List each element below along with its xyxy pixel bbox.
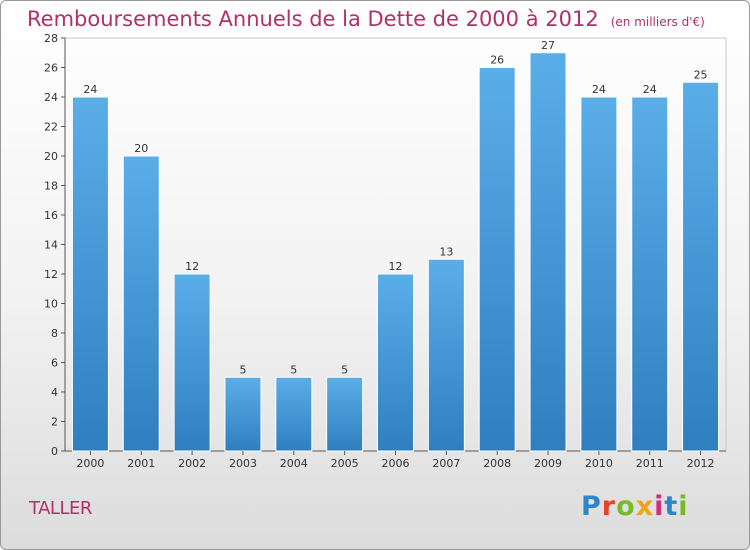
y-tick-label: 18 bbox=[44, 180, 58, 193]
bar-2001[interactable] bbox=[122, 155, 160, 452]
bar-value-label: 24 bbox=[592, 83, 606, 96]
x-tick-label: 2011 bbox=[636, 457, 664, 470]
y-tick-label: 12 bbox=[44, 268, 58, 281]
proxiti-logo[interactable]: Proxiti bbox=[581, 491, 689, 522]
bar-value-label: 5 bbox=[290, 363, 297, 376]
y-tick-label: 26 bbox=[44, 62, 58, 75]
logo-letter: o bbox=[616, 491, 636, 522]
y-tick-label: 22 bbox=[44, 121, 58, 134]
y-tick-label: 14 bbox=[44, 239, 58, 252]
y-tick-label: 28 bbox=[44, 32, 58, 45]
x-tick-label: 2007 bbox=[432, 457, 460, 470]
logo-letter: i bbox=[678, 491, 689, 522]
y-tick-label: 16 bbox=[44, 209, 58, 222]
y-tick-label: 6 bbox=[51, 357, 58, 370]
x-tick-label: 2006 bbox=[382, 457, 410, 470]
x-tick-label: 2009 bbox=[534, 457, 562, 470]
x-tick-label: 2004 bbox=[280, 457, 308, 470]
bar-2011[interactable] bbox=[631, 96, 669, 452]
bars-group: 24 20 12 5 5 5 12 13 26 27 24 24 25 bbox=[71, 39, 720, 452]
x-tick-label: 2012 bbox=[687, 457, 715, 470]
x-tick-label: 2003 bbox=[229, 457, 257, 470]
commune-name: TALLER bbox=[29, 498, 92, 519]
bar-value-label: 5 bbox=[239, 363, 246, 376]
bar-value-label: 24 bbox=[83, 83, 97, 96]
bar-2000[interactable] bbox=[71, 96, 109, 452]
chart-title: Remboursements Annuels de la Dette de 20… bbox=[27, 7, 705, 31]
bar-value-label: 20 bbox=[134, 142, 148, 155]
x-tick-label: 2000 bbox=[76, 457, 104, 470]
y-tick-label: 24 bbox=[44, 91, 58, 104]
y-tick-label: 10 bbox=[44, 298, 58, 311]
bar-2012[interactable] bbox=[682, 81, 720, 452]
bar-2005[interactable] bbox=[326, 376, 364, 452]
bar-value-label: 12 bbox=[389, 260, 403, 273]
bar-2010[interactable] bbox=[580, 96, 618, 452]
y-tick-label: 0 bbox=[51, 445, 58, 458]
y-tick-label: 2 bbox=[51, 416, 58, 429]
logo-letter: x bbox=[635, 491, 655, 522]
logo-letter: P bbox=[581, 491, 602, 522]
x-tick-label: 2005 bbox=[331, 457, 359, 470]
title-text: Remboursements Annuels de la Dette de 20… bbox=[27, 7, 599, 31]
bar-2009[interactable] bbox=[529, 52, 567, 452]
x-tick-label: 2002 bbox=[178, 457, 206, 470]
bar-2007[interactable] bbox=[427, 258, 465, 452]
y-tick-label: 4 bbox=[51, 386, 58, 399]
logo-letter: r bbox=[601, 491, 617, 522]
bar-value-label: 5 bbox=[341, 363, 348, 376]
y-tick-label: 8 bbox=[51, 327, 58, 340]
bar-value-label: 12 bbox=[185, 260, 199, 273]
bar-value-label: 24 bbox=[643, 83, 657, 96]
bar-value-label: 25 bbox=[694, 68, 708, 81]
x-axis-ticks: 2000 2001 2002 2003 2004 2005 2006 2007 2008 2009… bbox=[76, 451, 715, 470]
bar-2003[interactable] bbox=[224, 376, 262, 452]
bar-2002[interactable] bbox=[173, 273, 211, 452]
logo-letter: t bbox=[664, 491, 679, 522]
title-unit: (en milliers d'€) bbox=[610, 15, 705, 29]
y-tick-label: 20 bbox=[44, 150, 58, 163]
x-tick-label: 2010 bbox=[585, 457, 613, 470]
bar-value-label: 13 bbox=[439, 245, 453, 258]
bar-value-label: 27 bbox=[541, 39, 555, 52]
bar-2008[interactable] bbox=[478, 67, 516, 452]
bar-2006[interactable] bbox=[377, 273, 414, 452]
x-tick-label: 2008 bbox=[483, 457, 511, 470]
bar-2004[interactable] bbox=[275, 376, 313, 452]
x-tick-label: 2001 bbox=[127, 457, 155, 470]
logo-letter: i bbox=[654, 491, 665, 522]
bar-value-label: 26 bbox=[490, 54, 504, 67]
